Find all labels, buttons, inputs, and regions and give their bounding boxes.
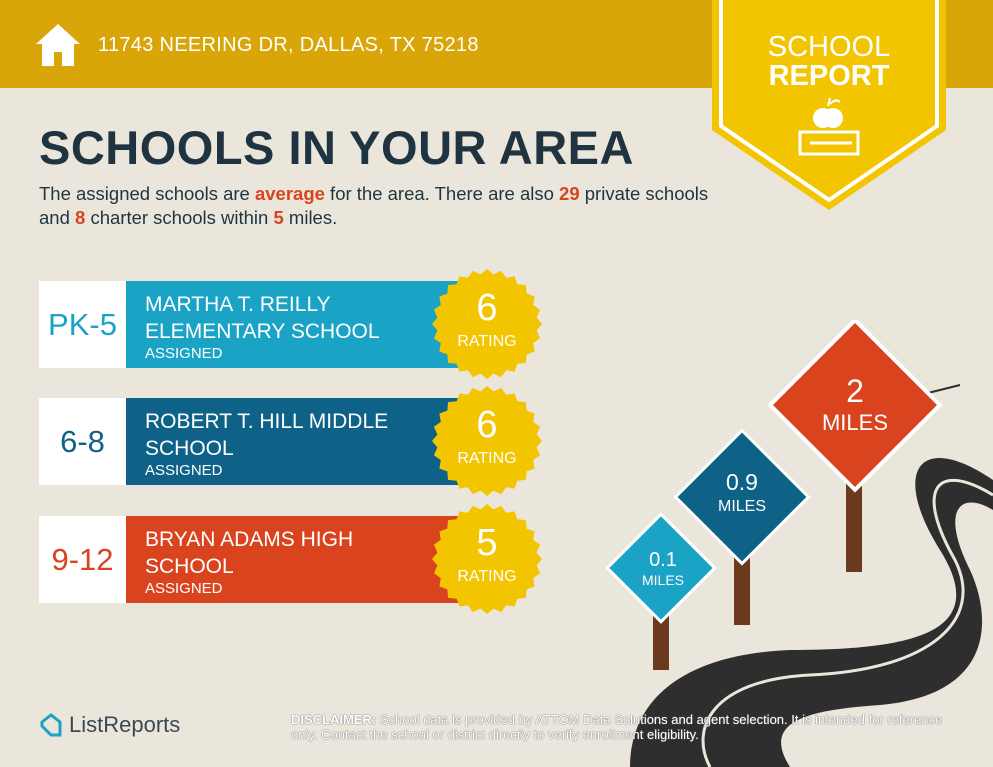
assignment-status: ASSIGNED	[145, 462, 223, 479]
intro-text: The assigned schools are average for the…	[39, 183, 709, 228]
apple-books-icon	[798, 97, 860, 156]
school-row: 9-12 BRYAN ADAMS HIGH SCHOOL ASSIGNED	[39, 516, 459, 603]
grade-range: PK-5	[39, 281, 126, 368]
svg-text:MILES: MILES	[718, 498, 766, 515]
rating-value: 5	[476, 522, 498, 564]
rating-label: RATING	[457, 568, 517, 585]
sign-0.9-miles	[673, 428, 811, 566]
rating-value: 6	[476, 404, 498, 446]
school-name: MARTHA T. REILLY ELEMENTARY SCHOOL	[145, 293, 380, 343]
rating-label: RATING	[457, 450, 517, 467]
page-title: SCHOOLS IN YOUR AREA	[39, 121, 634, 174]
sign-0.1-miles	[605, 512, 717, 624]
svg-text:2: 2	[846, 373, 864, 409]
school-report-banner	[712, 0, 946, 210]
road-illustration: 0.1 MILES 0.9 MILES 2 MILES	[605, 320, 993, 767]
svg-text:0.1: 0.1	[649, 549, 677, 571]
listreports-logo: ListReports	[39, 712, 180, 738]
school-name: BRYAN ADAMS HIGH SCHOOL	[145, 528, 354, 578]
sign-2-miles	[767, 320, 943, 493]
school-row: 6-8 ROBERT T. HILL MIDDLE SCHOOL ASSIGNE…	[39, 398, 459, 485]
assignment-status: ASSIGNED	[145, 580, 223, 597]
school-row: PK-5 MARTHA T. REILLY ELEMENTARY SCHOOL …	[39, 281, 459, 368]
listreports-logo-icon	[40, 713, 62, 737]
rating-value: 6	[476, 287, 498, 329]
rating-badge: 6 RATING	[432, 386, 542, 496]
rating-badge: 5 RATING	[432, 504, 542, 614]
banner-line2: REPORT	[768, 60, 890, 92]
grade-range: 6-8	[39, 398, 126, 485]
disclaimer: DISCLAIMER: School data is provided by A…	[291, 712, 943, 742]
banner-line1: SCHOOL	[767, 31, 891, 63]
svg-text:0.9: 0.9	[726, 469, 758, 495]
grade-range: 9-12	[39, 516, 126, 603]
home-icon	[36, 24, 80, 66]
svg-text:MILES: MILES	[822, 410, 888, 435]
assignment-status: ASSIGNED	[145, 345, 223, 362]
school-info: BRYAN ADAMS HIGH SCHOOL ASSIGNED	[126, 516, 459, 603]
svg-text:MILES: MILES	[642, 572, 684, 588]
property-address: 11743 NEERING DR, DALLAS, TX 75218	[98, 34, 479, 56]
school-info: MARTHA T. REILLY ELEMENTARY SCHOOL ASSIG…	[126, 281, 459, 368]
school-info: ROBERT T. HILL MIDDLE SCHOOL ASSIGNED	[126, 398, 459, 485]
rating-badge: 6 RATING	[432, 269, 542, 379]
rating-label: RATING	[457, 333, 517, 350]
school-name: ROBERT T. HILL MIDDLE SCHOOL	[145, 410, 389, 460]
